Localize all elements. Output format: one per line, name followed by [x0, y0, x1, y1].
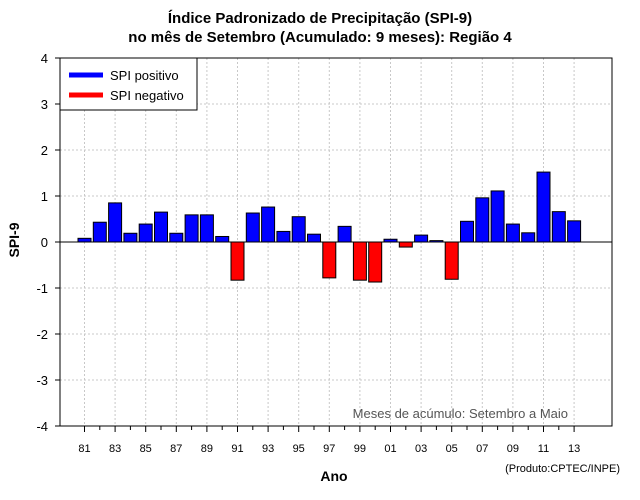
bar-1991 [230, 241, 245, 281]
legend-label: SPI positivo [110, 68, 179, 83]
bar-2002 [398, 241, 413, 248]
x-axis-label: Ano [320, 468, 348, 484]
y-tick-label: 3 [41, 97, 48, 112]
x-tick-label: 99 [354, 443, 366, 455]
x-tick-label: 81 [78, 443, 90, 455]
bar-1994 [276, 230, 291, 243]
x-tick-label: 87 [170, 443, 182, 455]
x-tick-label: 09 [507, 443, 519, 455]
product-credit: (Produto:CPTEC/INPE) [505, 463, 620, 475]
legend: SPI positivo SPI negativo [59, 57, 198, 111]
bar-2010 [521, 232, 536, 243]
bar-2006 [460, 220, 474, 243]
bar-1992 [245, 212, 260, 243]
y-axis-label: SPI-9 [6, 222, 22, 258]
bar-1985 [138, 223, 153, 243]
bar-1981 [77, 237, 92, 243]
x-tick-label: 03 [415, 443, 427, 455]
bar-1996 [307, 233, 321, 243]
bar-2011 [536, 171, 551, 243]
x-tick-label: 11 [538, 443, 549, 455]
bar-1997 [322, 241, 337, 279]
x-tick-label: 89 [201, 443, 213, 455]
bar-2000 [368, 241, 383, 283]
bar-1995 [291, 216, 306, 243]
x-tick-label: 05 [446, 443, 458, 455]
x-tick-label: 95 [293, 443, 305, 455]
x-tick-label: 83 [109, 443, 121, 455]
y-tick-label: 0 [41, 235, 48, 250]
bar-1993 [261, 206, 276, 243]
bar-1982 [92, 221, 107, 243]
x-tick-label: 97 [323, 443, 335, 455]
y-tick-label: 4 [41, 51, 48, 66]
bar-1988 [184, 214, 199, 243]
bars [77, 171, 582, 283]
bar-1986 [154, 211, 168, 243]
y-tick-label: -3 [36, 373, 48, 388]
bar-1989 [199, 214, 214, 243]
chart-title-line1: Índice Padronizado de Precipitação (SPI-… [167, 10, 473, 27]
bar-1984 [123, 232, 138, 243]
bar-1983 [108, 202, 123, 243]
accumulation-annotation: Meses de acúmulo: Setembro a Maio [353, 406, 568, 421]
bar-2003 [414, 234, 429, 243]
x-tick-label: 85 [140, 443, 152, 455]
bar-2013 [567, 220, 582, 243]
bar-2012 [551, 211, 566, 243]
bar-1987 [169, 232, 184, 243]
y-tick-label: -1 [36, 281, 48, 296]
y-tick-label: 1 [41, 189, 48, 204]
bar-2005 [444, 241, 459, 280]
legend-box [59, 57, 198, 111]
bar-1999 [352, 241, 367, 281]
x-tick-label: 01 [384, 443, 396, 455]
x-tick-label: 91 [231, 443, 243, 455]
bar-2007 [475, 197, 490, 243]
y-tick-label: -4 [36, 419, 48, 434]
plot-frame [59, 57, 613, 427]
legend-label: SPI negativo [110, 88, 184, 103]
x-tick-label: 93 [262, 443, 274, 455]
bar-2008 [490, 190, 505, 243]
x-tick-label: 07 [476, 443, 488, 455]
bar-1998 [337, 225, 352, 243]
bar-2009 [505, 223, 520, 243]
chart-title-line2: no mês de Setembro (Acumulado: 9 meses):… [128, 29, 512, 46]
y-tick-label: 2 [41, 143, 48, 158]
x-tick-label: 13 [568, 443, 580, 455]
y-tick-label: -2 [36, 327, 48, 342]
bar-1990 [215, 235, 230, 243]
